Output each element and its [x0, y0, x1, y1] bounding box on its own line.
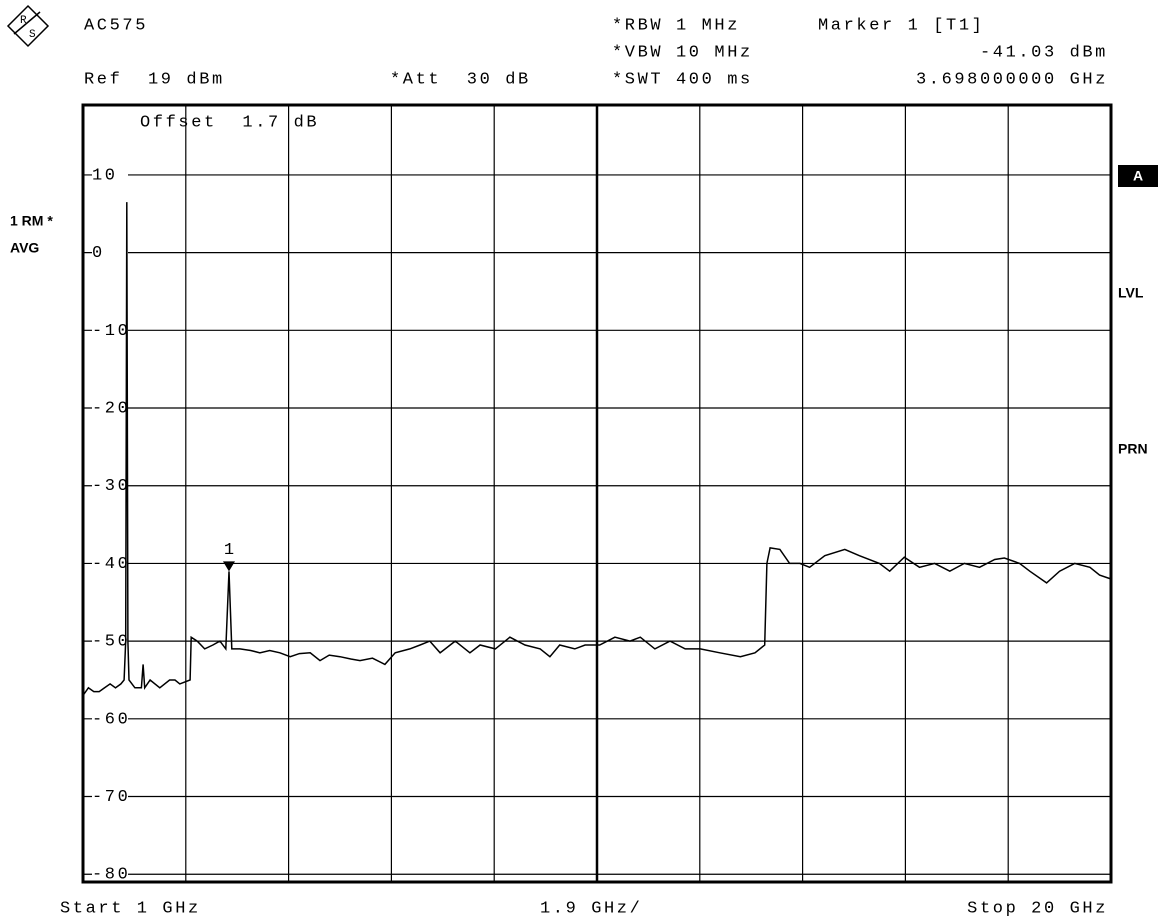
- attenuation: *Att 30 dB: [390, 70, 531, 89]
- tick-label-bg: [92, 865, 128, 884]
- side-label: A: [1133, 168, 1143, 184]
- y-tick-label: -20: [92, 400, 130, 419]
- tick-label-bg: [92, 632, 128, 651]
- marker-name: Marker 1 [T1]: [818, 16, 984, 35]
- sweep-time: *SWT 400 ms: [612, 70, 753, 89]
- trace-mode: AVG: [10, 240, 39, 256]
- svg-text:R: R: [20, 15, 27, 27]
- vbw: *VBW 10 MHz: [612, 43, 753, 62]
- plot-frame: [81, 103, 1113, 884]
- y-tick-label: -30: [92, 477, 130, 496]
- tick-label-bg: [92, 165, 128, 184]
- plot: Offset 1.7 dB 10 0 -10 -20 -30 -40 -50 -60 -70 -80…: [81, 103, 1113, 885]
- tick-label-bg: [92, 709, 128, 728]
- svg-text:S: S: [29, 29, 36, 41]
- tick-label-bg: [92, 321, 128, 340]
- tick-label-bg: [92, 787, 128, 806]
- trace: [82, 202, 1112, 696]
- y-tick-label: -80: [92, 866, 130, 885]
- trace-mode: 1 RM *: [10, 213, 53, 229]
- logo: R S: [6, 4, 50, 48]
- tick-label-bg: [92, 243, 128, 262]
- marker-frequency: 3.698000000 GHz: [916, 70, 1108, 89]
- ref-level: Ref 19 dBm: [84, 70, 225, 89]
- y-tick-label: 0: [92, 244, 105, 263]
- y-tick-label: -40: [92, 555, 130, 574]
- rbw: *RBW 1 MHz: [612, 16, 740, 35]
- tick-label-bg: [92, 476, 128, 495]
- side-label: PRN: [1118, 441, 1148, 457]
- tick-label-bg: [92, 399, 128, 418]
- y-tick-label: -50: [92, 633, 130, 652]
- x-span: 1.9 GHz/: [540, 899, 642, 918]
- x-stop: Stop 20 GHz: [967, 899, 1108, 918]
- side-badge: [1118, 165, 1158, 187]
- instrument-name: AC575: [84, 16, 148, 35]
- marker: [222, 561, 235, 572]
- x-start: Start 1 GHz: [60, 899, 201, 918]
- y-tick-label: -10: [92, 322, 130, 341]
- y-tick-label: 10: [92, 166, 118, 185]
- tick-label-bg: [92, 554, 128, 573]
- offset-label: Offset 1.7 dB: [140, 113, 319, 132]
- marker-level: -41.03 dBm: [980, 43, 1108, 62]
- marker-label: 1: [224, 541, 234, 560]
- y-tick-label: -60: [92, 710, 130, 729]
- side-label: LVL: [1118, 285, 1144, 301]
- y-tick-label: -70: [92, 788, 130, 807]
